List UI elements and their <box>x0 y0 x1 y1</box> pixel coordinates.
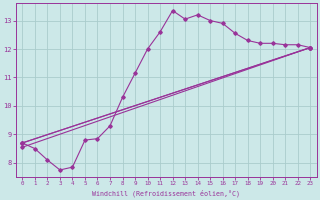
X-axis label: Windchill (Refroidissement éolien,°C): Windchill (Refroidissement éolien,°C) <box>92 189 240 197</box>
